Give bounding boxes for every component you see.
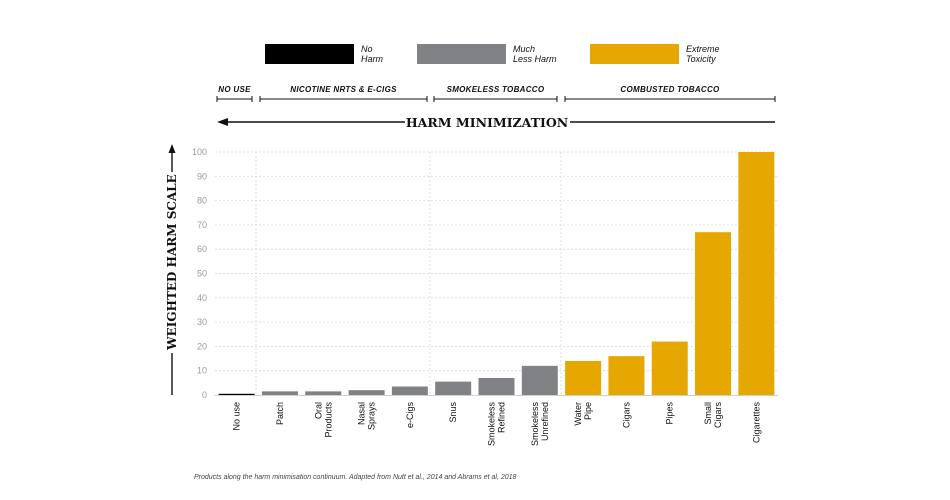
category-label: Products [323,402,333,438]
bar [261,391,298,395]
legend-label: Much [513,44,535,54]
harm-minimization-arrow-head [217,118,228,126]
bar [565,360,602,395]
legend-swatch [265,44,354,64]
category-label: Oral [313,402,323,419]
y-axis-label: WEIGHTED HARM SCALE [165,174,179,351]
bar [521,365,558,395]
bar [218,393,255,395]
bar [608,356,645,395]
category-label: Unrefined [540,402,550,441]
category-label: e-Cigs [405,402,415,429]
y-tick-label: 30 [197,317,207,327]
category-label: Patch [275,402,285,425]
y-tick-label: 100 [192,147,207,157]
legend-swatch [590,44,679,64]
category-label: Nasal [357,402,367,425]
legend-label: No [361,44,373,54]
group-label: SMOKELESS TOBACCO [447,85,545,94]
legend-label: Harm [361,54,384,64]
bar [391,386,428,395]
category-label: Small [703,402,713,425]
group-label: NO USE [218,85,251,94]
category-label: Smokeless [530,402,540,447]
y-tick-label: 10 [197,366,207,376]
caption: Products along the harm minimisation con… [194,474,517,481]
legend-label: Less Harm [513,54,557,64]
category-label: Snus [448,402,458,423]
y-axis-arrow-head [168,144,176,153]
y-tick-label: 0 [202,390,207,400]
harm-minimization-label: HARM MINIMIZATION [406,115,568,130]
bar [478,377,515,395]
y-tick-label: 20 [197,341,207,351]
y-tick-label: 80 [197,196,207,206]
category-label: Water [573,402,583,426]
bar [348,390,385,395]
category-label: Cigars [621,402,631,429]
category-label: Cigarettes [751,402,761,444]
category-label: Cigars [713,402,723,429]
bar [695,232,732,395]
y-tick-label: 60 [197,244,207,254]
legend-label: Extreme [686,44,720,54]
category-label: Pipes [665,402,675,425]
bar [738,152,775,395]
category-label: No use [232,402,242,431]
category-label: Refined [497,402,507,433]
legend-label: Toxicity [686,54,716,64]
bar [435,381,472,395]
category-label: Pipe [583,402,593,420]
category-label: Smokeless [487,402,497,447]
y-tick-label: 50 [197,269,207,279]
legend-swatch [417,44,506,64]
category-label: Sprays [367,402,377,431]
bar [305,391,342,395]
y-tick-label: 90 [197,171,207,181]
y-tick-label: 40 [197,293,207,303]
group-label: COMBUSTED TOBACCO [620,85,720,94]
y-tick-label: 70 [197,220,207,230]
group-label: NICOTINE NRTS & E-CIGS [290,85,397,94]
bar [651,341,688,395]
